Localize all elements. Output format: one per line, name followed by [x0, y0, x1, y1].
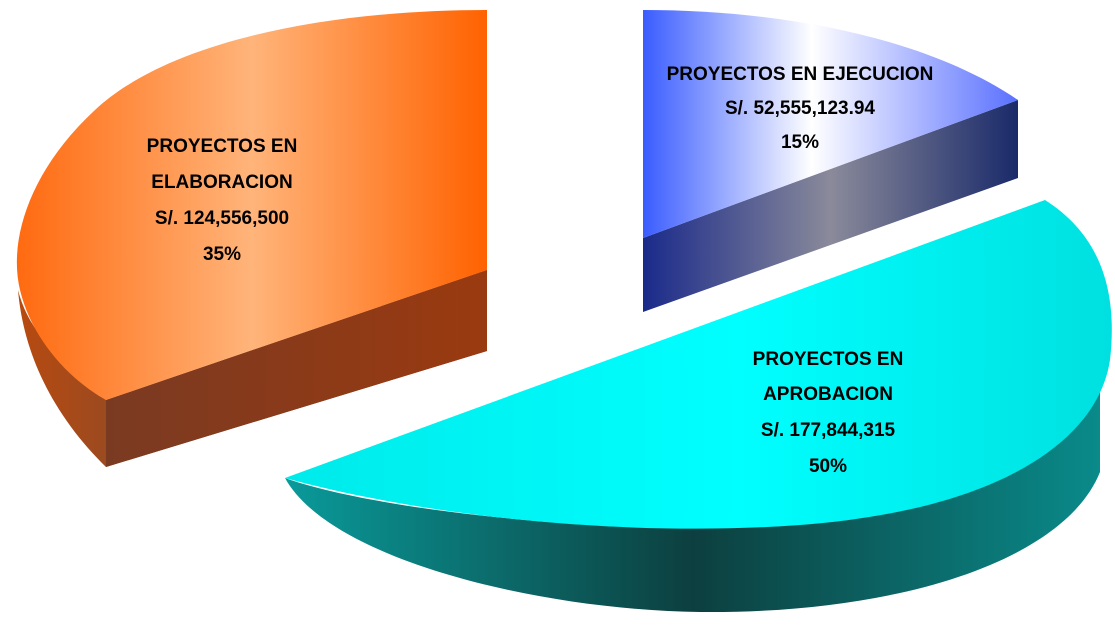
slice-aprobacion — [285, 200, 1112, 613]
label-elaboracion-line: ELABORACION — [151, 172, 292, 193]
slice-ejecucion — [643, 10, 1018, 312]
label-aprobacion-line: APROBACION — [763, 384, 893, 405]
slice-aprobacion-side — [285, 385, 1100, 613]
label-elaboracion-percent: 35% — [203, 244, 241, 265]
label-aprobacion-line: PROYECTOS EN — [753, 349, 904, 370]
label-ejecucion-line: PROYECTOS EN EJECUCION — [667, 64, 934, 85]
slice-elaboracion-top — [16, 10, 487, 400]
slice-elaboracion — [16, 10, 487, 467]
label-elaboracion-value: S/. 124,556,500 — [155, 208, 289, 229]
label-ejecucion: PROYECTOS EN EJECUCION S/. 52,555,123.94… — [667, 64, 934, 153]
label-aprobacion: PROYECTOS EN APROBACION S/. 177,844,315 … — [753, 349, 904, 477]
label-ejecucion-value: S/. 52,555,123.94 — [725, 98, 875, 119]
slice-aprobacion-top — [285, 200, 1112, 529]
label-aprobacion-value: S/. 177,844,315 — [761, 420, 896, 441]
slice-ejecucion-top — [643, 10, 1018, 238]
slice-ejecucion-side — [643, 100, 1018, 312]
slice-elaboracion-cut-face — [106, 270, 487, 467]
label-ejecucion-percent: 15% — [781, 132, 819, 153]
label-aprobacion-percent: 50% — [809, 456, 847, 477]
label-elaboracion-line: PROYECTOS EN — [147, 136, 298, 157]
label-elaboracion: PROYECTOS EN ELABORACION S/. 124,556,500… — [147, 136, 298, 265]
